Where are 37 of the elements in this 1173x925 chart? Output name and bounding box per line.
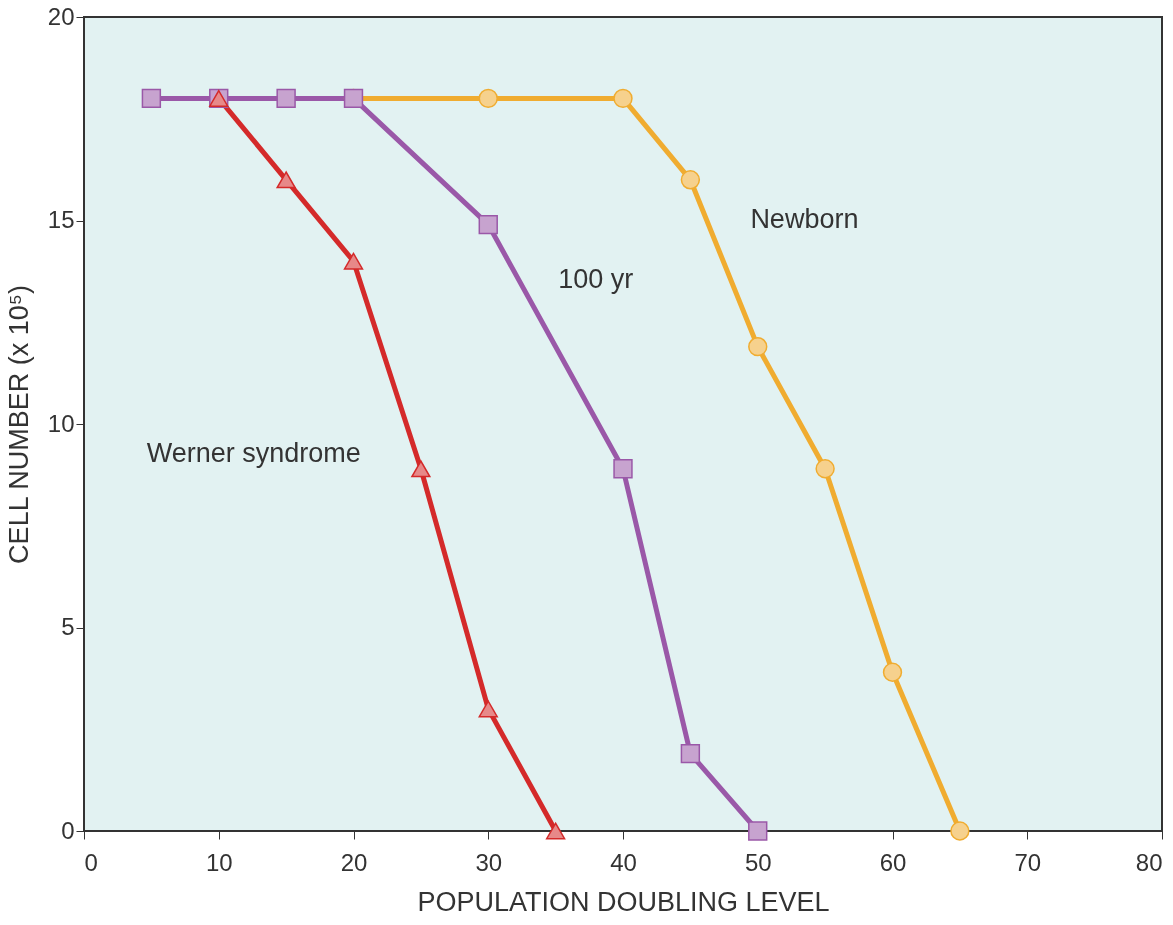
series-label: Newborn: [750, 203, 859, 234]
x-tick-label: 0: [84, 848, 98, 876]
point: [478, 214, 498, 235]
series-label: Werner syndrome: [146, 437, 361, 468]
x-tick-label: 70: [1014, 848, 1042, 876]
point: [748, 821, 768, 841]
point: [276, 171, 296, 189]
y-tick-label: 0: [61, 816, 75, 844]
point: [545, 822, 566, 840]
y-tick-label: 5: [61, 613, 75, 640]
point: [478, 88, 498, 109]
point: [950, 821, 970, 841]
point: [680, 170, 701, 190]
point: [276, 88, 296, 109]
point: [141, 88, 162, 109]
y-axis-title: CELL NUMBER (x 10⁵): [3, 285, 34, 564]
point: [613, 459, 633, 479]
x-tick-label: 60: [879, 848, 907, 876]
point: [882, 662, 903, 682]
x-tick-label: 10: [205, 848, 233, 876]
y-tick-label: 20: [47, 2, 75, 30]
point: [815, 459, 835, 479]
point: [478, 700, 498, 718]
x-tick-label: 30: [475, 848, 503, 876]
point: [748, 336, 768, 357]
point: [680, 743, 701, 764]
point: [613, 88, 633, 109]
x-tick-label: 50: [744, 848, 772, 876]
x-tick-label: 40: [610, 848, 637, 876]
x-axis-title: POPULATION DOUBLING LEVEL: [417, 886, 830, 917]
point: [411, 460, 431, 478]
point: [343, 252, 364, 270]
y-tick-label: 10: [47, 409, 75, 437]
series-label: 100 yr: [558, 263, 634, 294]
x-tick-label: 80: [1135, 848, 1163, 876]
x-tick-label: 20: [340, 848, 368, 876]
y-tick-label: 15: [47, 206, 75, 233]
